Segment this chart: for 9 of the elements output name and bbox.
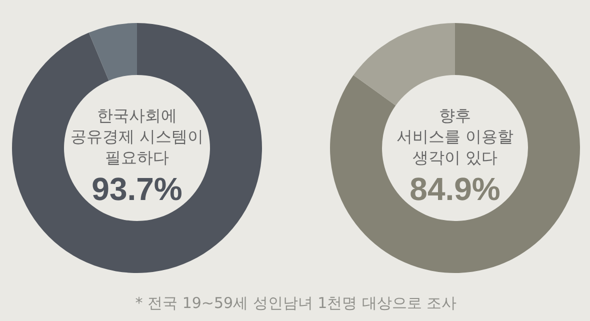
donut-slice xyxy=(353,23,455,106)
text: 향후 서비스를 이용할 생각이 있다 xyxy=(396,106,514,167)
text: * 전국 19~59세 성인남녀 1천명 대상으로 조사 xyxy=(135,294,457,312)
data-label: 93.7% xyxy=(92,171,182,207)
data-label: 84.9% xyxy=(410,171,500,207)
donut-slice xyxy=(12,23,262,273)
text: 한국사회에 공유경제 시스템이 필요하다 xyxy=(70,106,204,167)
donut-slice xyxy=(88,23,137,81)
donut-slice xyxy=(330,23,580,273)
